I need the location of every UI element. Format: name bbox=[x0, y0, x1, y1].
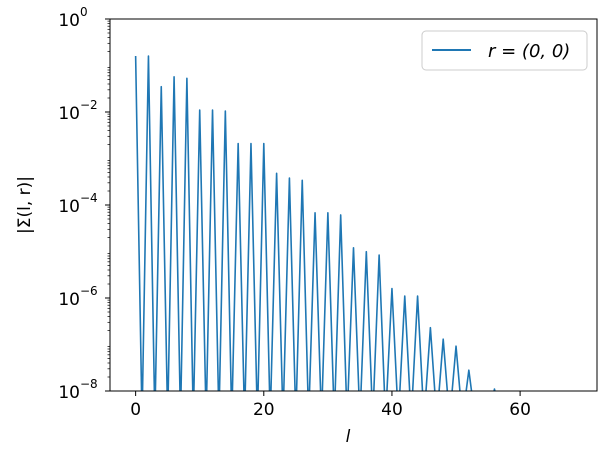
y-tick-label: 10 bbox=[58, 290, 80, 310]
x-tick-label: 60 bbox=[509, 400, 531, 420]
y-tick-exponent: −6 bbox=[80, 284, 98, 298]
x-axis: 0 20 40 60 bbox=[130, 391, 531, 420]
y-tick-exponent: −4 bbox=[80, 191, 98, 205]
y-tick-label: 10 bbox=[58, 104, 80, 124]
y-tick-exponent: 0 bbox=[80, 5, 88, 19]
x-tick-label: 20 bbox=[253, 400, 275, 420]
x-tick-label: 0 bbox=[130, 400, 141, 420]
y-tick-exponent: −2 bbox=[80, 98, 98, 112]
y-tick-label: 10 bbox=[58, 383, 80, 403]
y-tick-label: 10 bbox=[58, 11, 80, 31]
x-tick-label: 40 bbox=[381, 400, 403, 420]
y-tick-label: 10 bbox=[58, 197, 80, 217]
y-axis-label: |Σ(l, r)| bbox=[15, 176, 35, 234]
y-tick-exponent: −8 bbox=[80, 377, 98, 391]
legend-entry-label: r = (0, 0) bbox=[488, 41, 570, 62]
series-line bbox=[134, 55, 496, 391]
series-layer bbox=[134, 55, 496, 391]
plot-frame bbox=[109, 18, 598, 392]
x-axis-label: l bbox=[346, 427, 351, 447]
legend: r = (0, 0) bbox=[421, 30, 588, 71]
legend-box bbox=[421, 30, 588, 71]
